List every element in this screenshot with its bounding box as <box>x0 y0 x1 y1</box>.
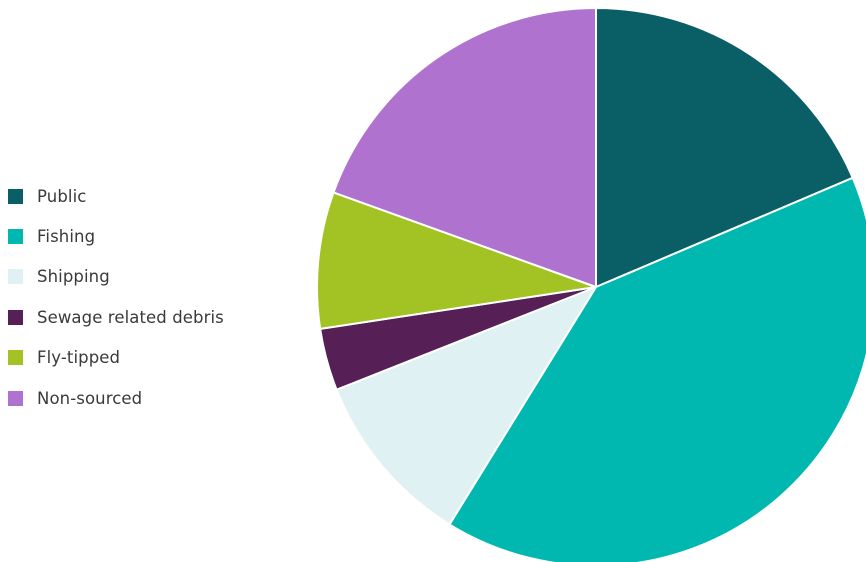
legend-item-sewage-related-debris[interactable]: Sewage related debris <box>8 297 224 337</box>
legend-swatch <box>8 390 23 406</box>
legend-label: Shipping <box>37 267 110 287</box>
legend-swatch <box>8 350 23 366</box>
pie-slice-non-sourced[interactable] <box>332 7 597 288</box>
legend-item-non-sourced[interactable]: Non-sourced <box>8 378 224 418</box>
legend-item-fly-tipped[interactable]: Fly-tipped <box>8 338 224 378</box>
pie-slice-shipping[interactable] <box>335 286 597 526</box>
legend-swatch <box>8 229 23 245</box>
legend-label: Public <box>37 186 87 206</box>
pie-slices <box>316 7 866 562</box>
legend-swatch <box>8 269 23 285</box>
legend-label: Fly-tipped <box>37 348 121 368</box>
legend-item-shipping[interactable]: Shipping <box>8 257 224 297</box>
pie-slice-fishing[interactable] <box>448 176 866 562</box>
legend-swatch <box>8 188 23 204</box>
legend-item-public[interactable]: Public <box>8 176 224 216</box>
legend-item-fishing[interactable]: Fishing <box>8 216 224 256</box>
pie-slice-fly-tipped[interactable] <box>316 191 597 330</box>
chart-legend: Public Fishing Shipping Sewage related d… <box>8 176 224 418</box>
legend-label: Non-sourced <box>37 388 143 408</box>
pie-slice-public[interactable] <box>595 7 854 288</box>
legend-swatch <box>8 309 23 325</box>
legend-label: Fishing <box>37 227 96 247</box>
legend-label: Sewage related debris <box>37 307 224 327</box>
